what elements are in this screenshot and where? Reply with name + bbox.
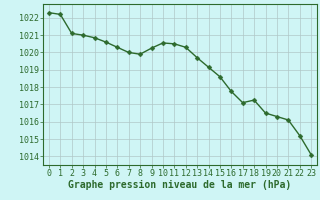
X-axis label: Graphe pression niveau de la mer (hPa): Graphe pression niveau de la mer (hPa) bbox=[68, 180, 292, 190]
